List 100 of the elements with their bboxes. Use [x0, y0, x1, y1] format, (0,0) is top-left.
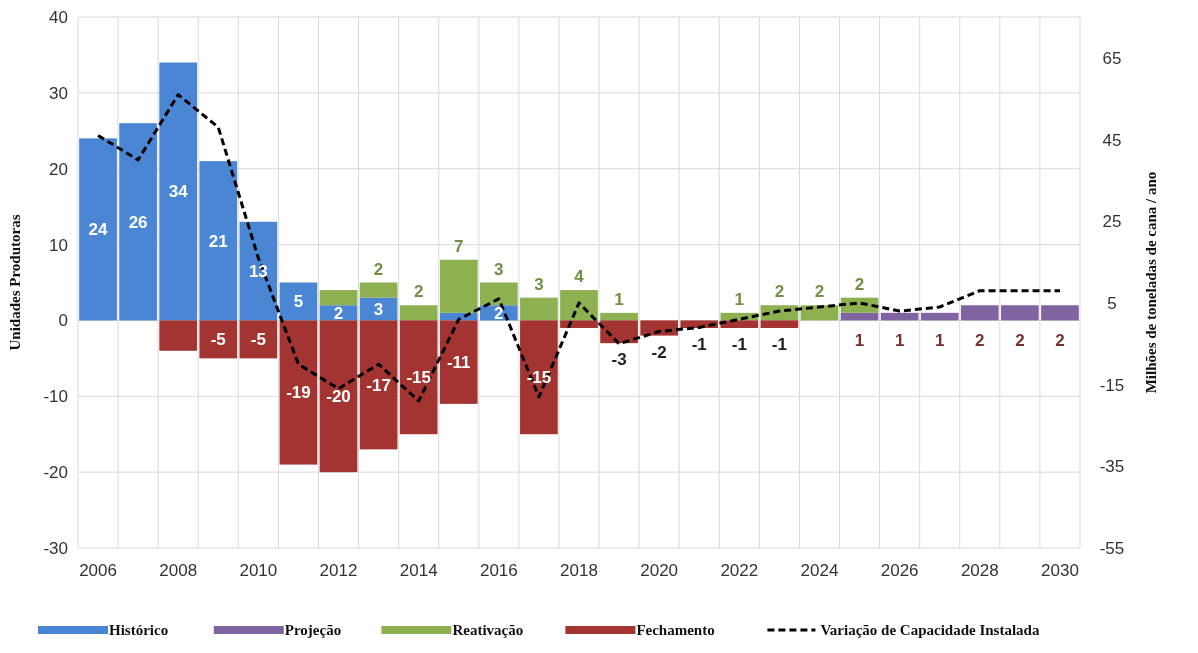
y-tick-label: -30: [43, 539, 68, 558]
x-tick-label: 2014: [399, 561, 438, 580]
data-label: 3: [534, 274, 544, 294]
data-label: 2: [774, 282, 785, 302]
data-label: 1: [734, 289, 745, 309]
x-tick-label: 2026: [880, 561, 919, 580]
data-label: 34: [168, 182, 189, 202]
bar: [79, 138, 117, 321]
y2-tick-label: -15: [1099, 375, 1125, 395]
y2-tick-label: 45: [1102, 130, 1122, 150]
data-label: 2: [854, 274, 865, 294]
data-label: 1: [854, 331, 865, 351]
data-label: -11: [446, 353, 471, 373]
legend-label: Reativação: [452, 622, 524, 638]
x-tick-label: 2012: [319, 561, 358, 580]
y2-axis-title: Milhões de toneladas de cana / ano: [1143, 171, 1159, 394]
data-label: 1: [614, 289, 624, 309]
y-tick-label: -20: [43, 463, 68, 483]
data-label: -17: [366, 375, 391, 395]
data-label: -1: [731, 335, 747, 355]
x-tick-label: 2024: [800, 561, 839, 580]
data-label: 26: [128, 212, 148, 232]
bar: [1041, 305, 1079, 321]
y-tick-label: 30: [49, 83, 68, 103]
data-label: -19: [286, 383, 311, 403]
legend-label: Histórico: [109, 622, 169, 638]
y2-tick-label: 5: [1107, 293, 1117, 313]
bar: [199, 320, 238, 359]
bar: [119, 123, 157, 321]
bar: [319, 290, 358, 306]
data-label: -2: [651, 342, 667, 362]
bar: [960, 305, 999, 321]
data-label: 21: [208, 231, 228, 251]
bar: [199, 161, 238, 321]
bar: [279, 320, 318, 465]
data-label: 2: [333, 303, 344, 323]
data-label: 13: [248, 262, 268, 282]
data-label: -1: [691, 335, 707, 355]
data-label: 3: [373, 300, 384, 320]
x-tick-label: 2022: [720, 561, 759, 580]
data-label: 2: [413, 282, 424, 302]
bar: [560, 320, 598, 329]
data-label: 5: [293, 292, 304, 312]
data-label: 3: [494, 259, 504, 279]
y-tick-label: 10: [49, 235, 68, 255]
data-label: 1: [894, 331, 905, 351]
data-label: 2: [975, 331, 985, 351]
bar: [319, 320, 358, 473]
data-label: -15: [526, 368, 552, 388]
bar: [480, 282, 518, 306]
x-tick-label: 2028: [960, 561, 999, 580]
x-tick-label: 2006: [79, 561, 117, 580]
bar: [359, 320, 398, 450]
bar: [359, 282, 398, 298]
data-label: -5: [210, 330, 226, 350]
data-label: -15: [406, 368, 431, 388]
bar: [560, 290, 598, 321]
x-tick-label: 2016: [479, 561, 518, 580]
bar: [760, 320, 799, 329]
y-tick-label: 0: [58, 311, 68, 331]
bar: [600, 312, 638, 321]
data-label: 2: [494, 303, 504, 323]
x-tick-label: 2020: [640, 561, 679, 580]
data-label: -5: [250, 330, 266, 350]
x-tick-label: 2018: [560, 561, 598, 580]
legend-label: Projeção: [284, 622, 342, 638]
bar: [399, 320, 438, 435]
data-label: 2: [1055, 331, 1065, 351]
data-label: -3: [611, 350, 627, 370]
y-tick-label: -10: [43, 387, 68, 407]
bar: [840, 312, 879, 321]
data-label: 4: [574, 267, 585, 287]
bar: [439, 259, 478, 313]
data-label: 2: [1015, 331, 1025, 351]
y2-tick-label: 65: [1102, 48, 1122, 68]
y-tick-label: 40: [49, 8, 68, 27]
x-tick-label: 2030: [1041, 561, 1079, 580]
bar: [239, 221, 278, 321]
bar: [880, 312, 919, 321]
data-label: 2: [814, 282, 825, 302]
bar: [399, 305, 438, 321]
data-label: -1: [771, 335, 787, 355]
y2-tick-label: 25: [1102, 212, 1122, 232]
bar: [439, 320, 478, 404]
legend-label: Variação de Capacidade Instalada: [820, 622, 1040, 638]
bar: [600, 320, 638, 344]
bar: [239, 320, 278, 359]
data-label: 24: [88, 220, 109, 240]
bar: [159, 320, 198, 351]
data-label: 2: [373, 259, 384, 279]
y-tick-label: 20: [49, 159, 68, 179]
bar: [159, 62, 198, 321]
legend-label: Fechamento: [636, 622, 715, 638]
bar: [520, 297, 558, 321]
data-label: 1: [934, 331, 945, 351]
bar: [920, 312, 959, 321]
x-tick-label: 2008: [159, 561, 198, 580]
bar: [1001, 305, 1039, 321]
y-axis-title: Unidades Produtoras: [7, 214, 23, 351]
data-label: 7: [454, 236, 464, 256]
